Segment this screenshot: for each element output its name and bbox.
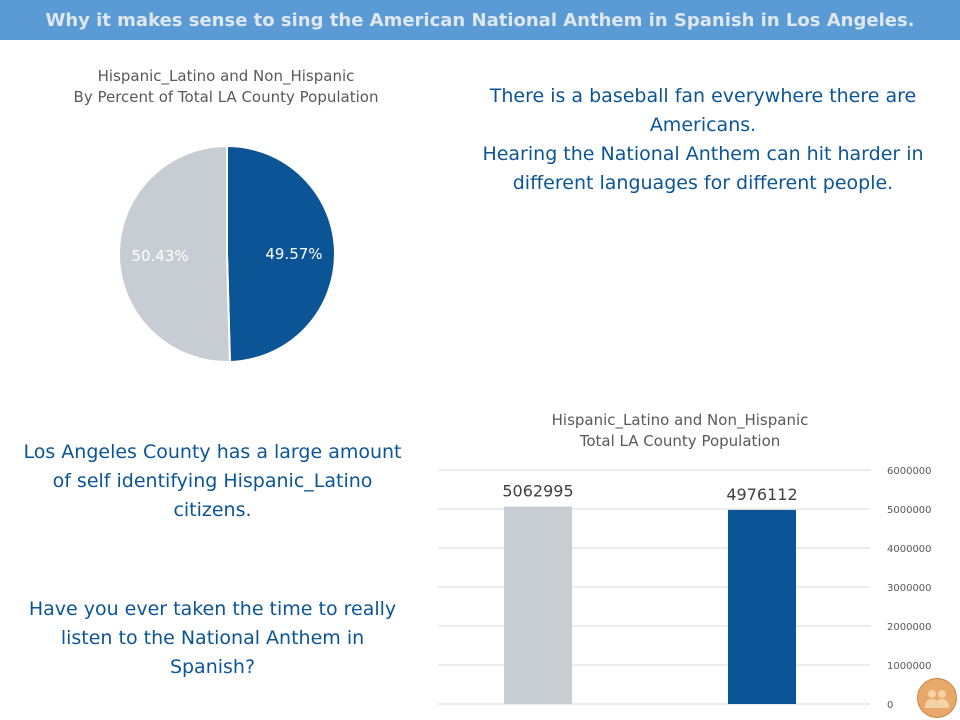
pie-slice-0	[226, 144, 336, 363]
y-tick-label-1: 1000000	[887, 661, 932, 672]
bar-0	[504, 506, 572, 704]
y-tick-label-2: 2000000	[887, 622, 932, 633]
anthem-question-line3: Spanish?	[169, 656, 256, 678]
y-tick-label-4: 4000000	[887, 544, 932, 555]
people-icon[interactable]	[917, 678, 957, 718]
pie-title-line1: Hispanic_Latino and Non_Hispanic	[97, 67, 355, 85]
y-tick-label-6: 6000000	[887, 466, 932, 477]
baseball-text-line1: There is a baseball fan everywhere there…	[489, 85, 917, 107]
bar-title-line2: Total LA County Population	[579, 432, 781, 450]
baseball-fan-text: There is a baseball fan everywhere there…	[458, 82, 948, 198]
pie-chart: 49.57% 50.43%	[118, 144, 336, 363]
y-tick-label-5: 5000000	[887, 505, 932, 516]
bar-chart-title: Hispanic_Latino and Non_Hispanic Total L…	[490, 410, 870, 452]
bar-value-label-0: 5062995	[502, 482, 573, 501]
anthem-question-line1: Have you ever taken the time to really	[28, 598, 397, 620]
baseball-text-line2: Americans.	[649, 114, 757, 136]
pie-chart-title: Hispanic_Latino and Non_Hispanic By Perc…	[56, 66, 396, 108]
anthem-question-line2: listen to the National Anthem in	[60, 627, 365, 649]
bar-chart: 0 1000000 2000000 3000000 4000000 5000000 6000…	[438, 466, 932, 711]
y-tick-label-3: 3000000	[887, 583, 932, 594]
bar-value-label-1: 4976112	[726, 485, 797, 504]
baseball-text-line4: different languages for different people…	[512, 172, 894, 194]
header-bar: Why it makes sense to sing the American …	[0, 0, 960, 40]
anthem-question-text: Have you ever taken the time to really l…	[10, 595, 415, 682]
pie-label-0: 49.57%	[265, 245, 322, 263]
y-tick-label-0: 0	[887, 700, 893, 711]
la-county-text: Los Angeles County has a large amount of…	[10, 438, 415, 525]
people-icon-glyph	[925, 690, 949, 708]
la-county-line3: citizens.	[173, 499, 252, 521]
header-title: Why it makes sense to sing the American …	[45, 9, 915, 31]
pie-label-1: 50.43%	[131, 247, 188, 265]
bar-title-line1: Hispanic_Latino and Non_Hispanic	[551, 411, 809, 429]
baseball-text-line3: Hearing the National Anthem can hit hard…	[482, 143, 924, 165]
la-county-line2: of self identifying Hispanic_Latino	[52, 470, 373, 492]
la-county-line1: Los Angeles County has a large amount	[23, 441, 402, 463]
pie-slice-1	[118, 144, 231, 363]
pie-title-line2: By Percent of Total LA County Population	[73, 88, 379, 106]
bar-1	[728, 509, 796, 704]
